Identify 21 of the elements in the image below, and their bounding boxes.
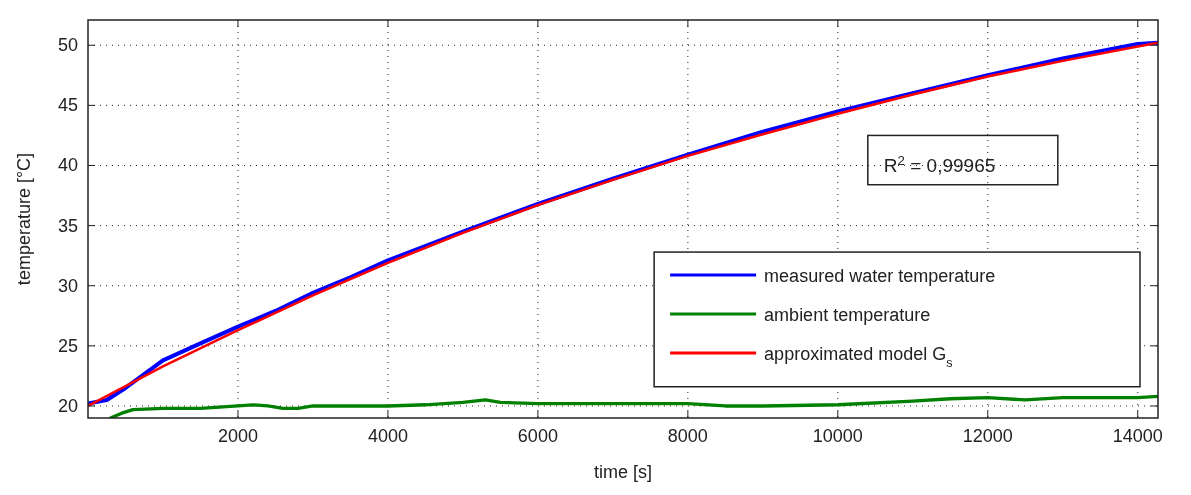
- y-tick-label: 25: [57, 335, 78, 356]
- x-tick-label: 8000: [667, 426, 708, 446]
- y-axis-title: temperature [°C]: [14, 152, 34, 286]
- x-tick-label: 10000: [812, 426, 863, 446]
- x-tick-label: 4000: [367, 426, 408, 446]
- y-tick-label: 20: [57, 395, 78, 416]
- y-tick-label: 35: [57, 215, 78, 236]
- x-tick-label: 14000: [1112, 426, 1163, 446]
- x-tick-label: 12000: [962, 426, 1013, 446]
- x-axis-title: time [s]: [593, 462, 653, 482]
- line-series: [108, 394, 1158, 418]
- y-tick-label: 50: [57, 35, 78, 56]
- x-tick-label: 2000: [217, 426, 258, 446]
- y-tick-label: 40: [57, 155, 78, 176]
- legend-label: ambient temperature: [764, 305, 931, 326]
- annotation: R$^{2}$ = 0,99965: [883, 152, 996, 177]
- legend-label: approximated model G$_{s}$: [764, 344, 953, 371]
- y-tick-label: 30: [57, 275, 78, 296]
- y-tick-label: 45: [57, 95, 78, 116]
- x-tick-label: 6000: [517, 426, 558, 446]
- legend-label: measured water temperature: [764, 266, 996, 287]
